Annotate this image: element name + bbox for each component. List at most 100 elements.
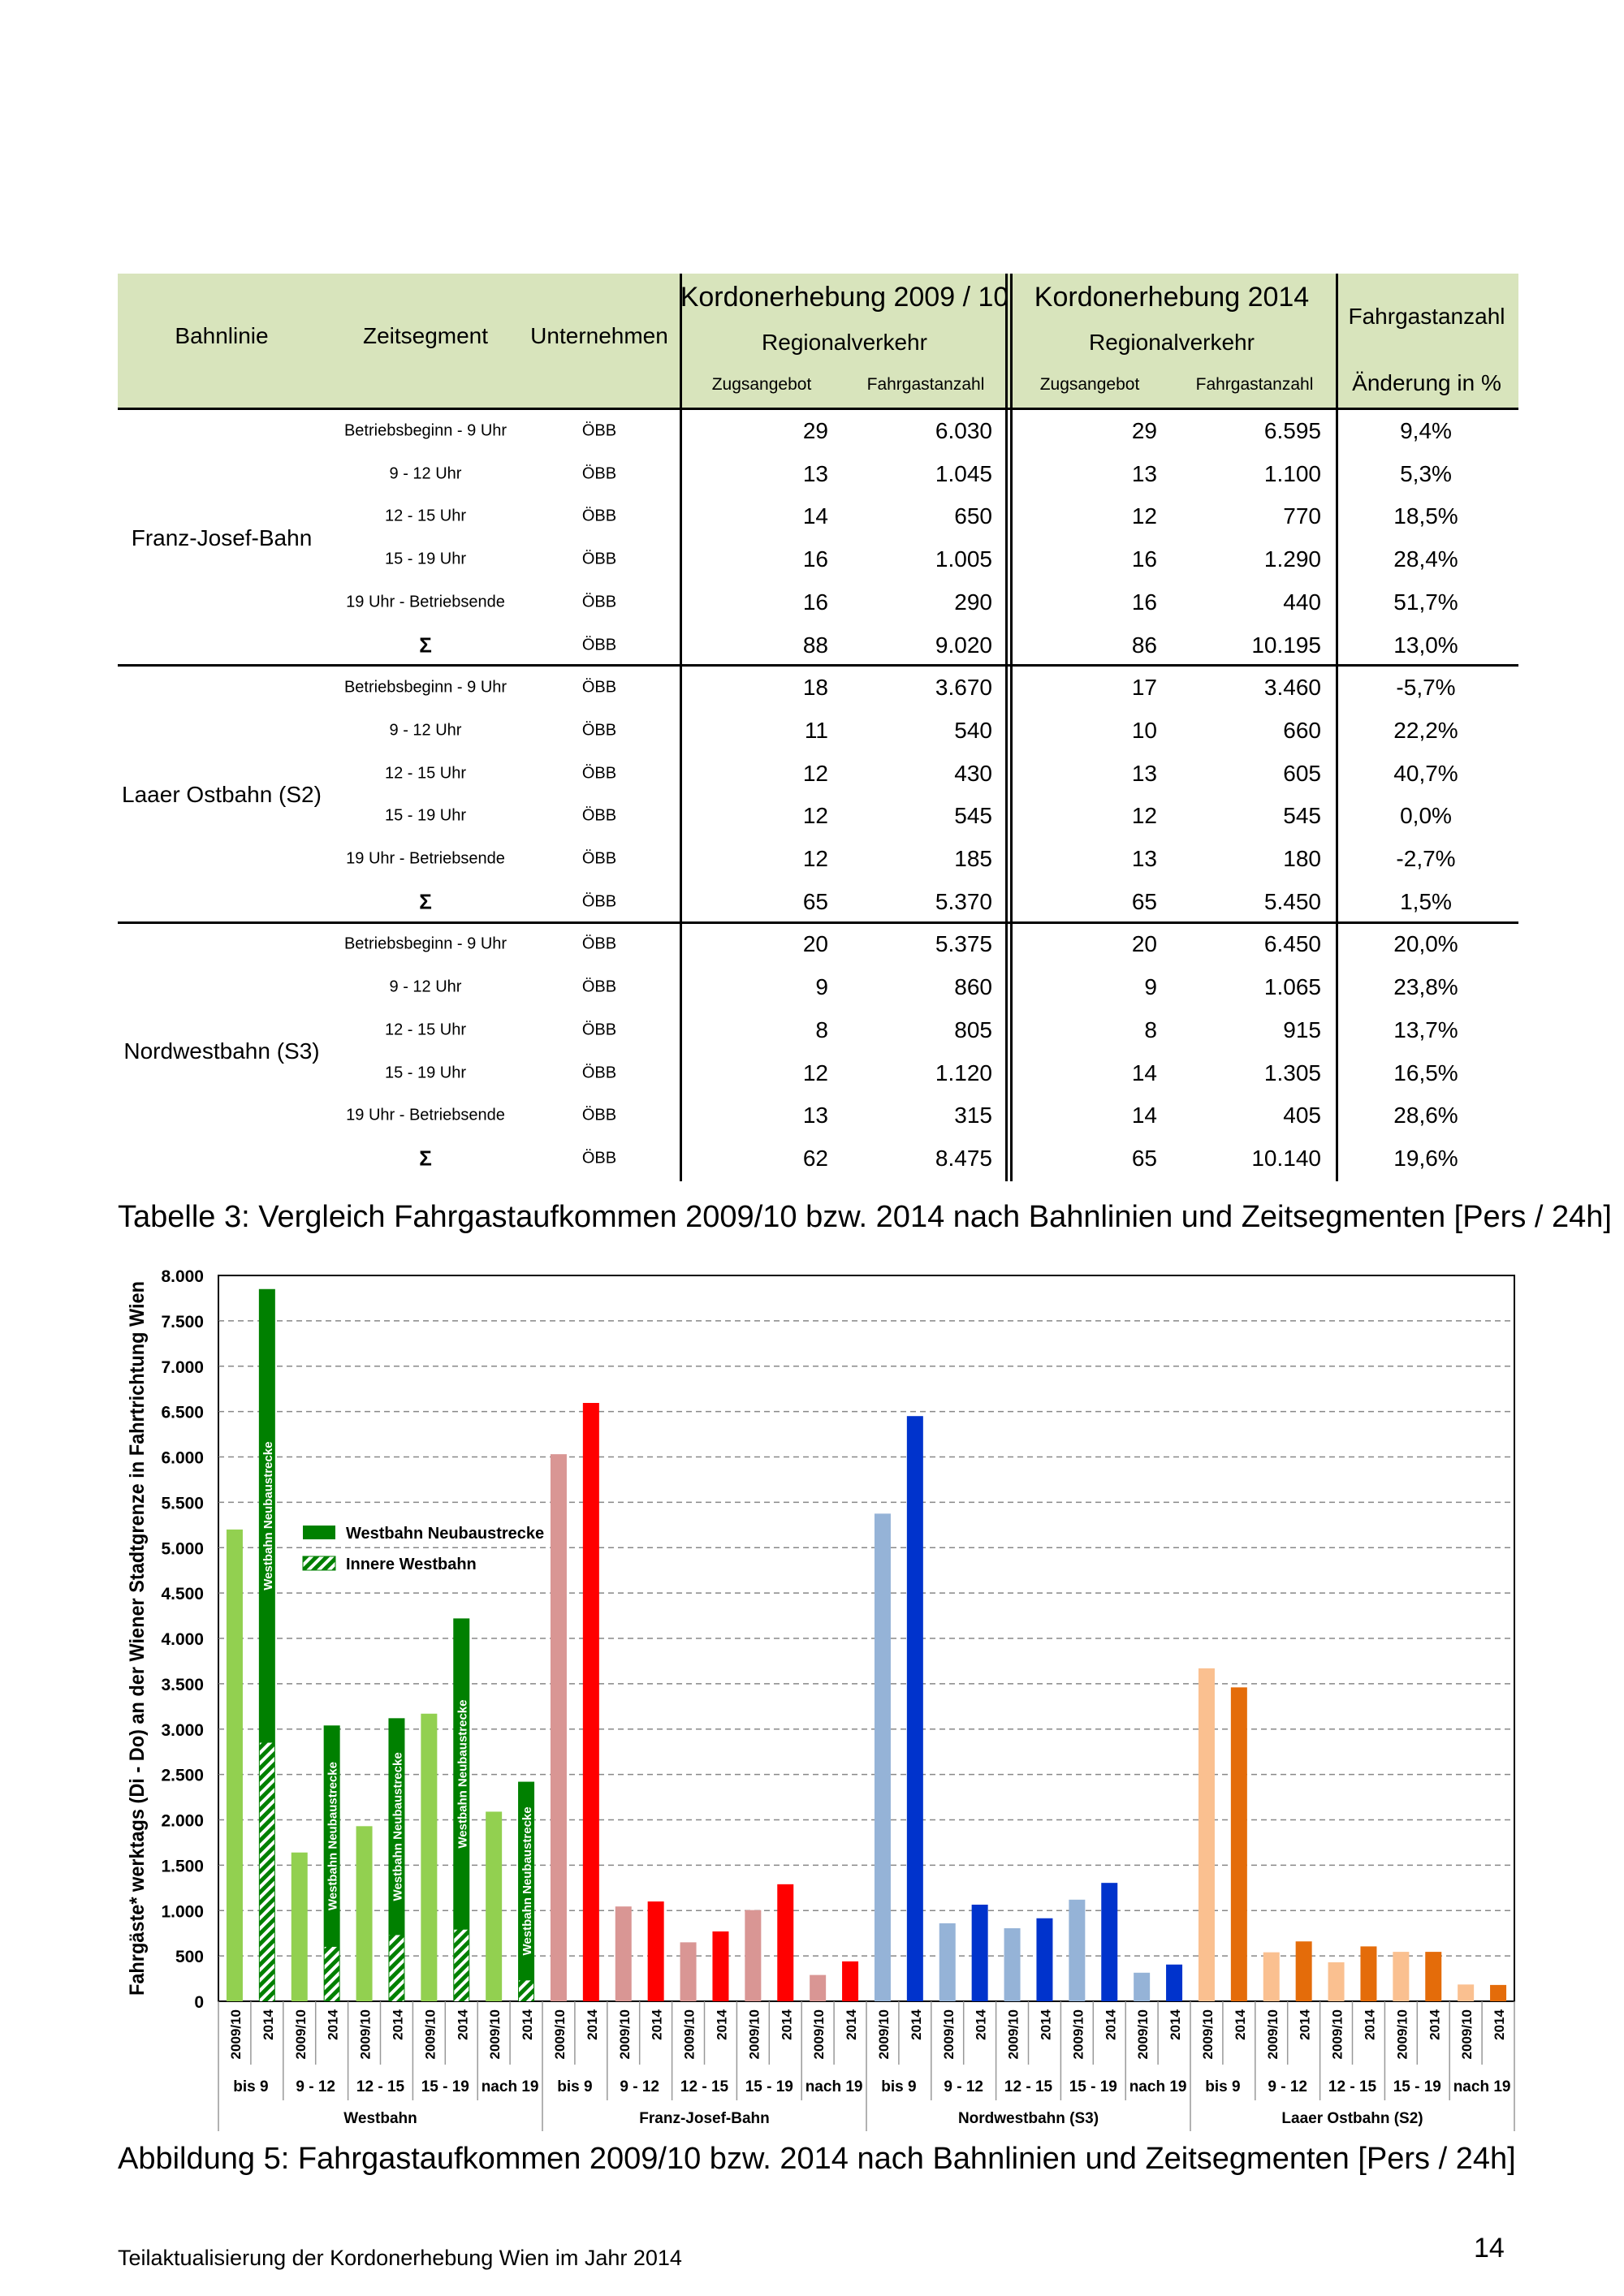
cell-zugsangebot-2009: 13 [802,1103,828,1129]
cell-zeitsegment: 19 Uhr - Betriebsende [346,849,505,868]
x-tick-label-year: 2014 [1038,2009,1053,2039]
x-tick-label-year: 2014 [390,2009,405,2039]
cell-unternehmen: ÖBB [581,678,617,697]
x-tick-label-year: 2009/10 [487,2009,503,2059]
cell-change: 0,0% [1400,803,1452,829]
y-tick-label: 6.000 [161,1449,204,1468]
x-tick-label-year: 2009/10 [1135,2009,1151,2059]
header-fahrgast-2014: Fahrgastanzahl [1195,375,1314,394]
x-segment-label: 9 - 12 [296,2078,335,2095]
x-tick-label-year: 2014 [1427,2009,1442,2039]
cell-fahrgast-2009: 430 [954,760,992,786]
y-tick-label: 2.000 [161,1812,204,1831]
cell-zugsangebot-2009: 8 [815,1016,828,1042]
footer-text: Teilaktualisierung der Kordonerhebung Wi… [118,2246,682,2270]
header-survey-2009: Kordonerhebung 2009 / 10 [680,282,1009,313]
y-tick-label: 5.000 [161,1539,204,1558]
bar-label-neubaustrecke: Westbahn Neubaustrecke [456,1700,469,1849]
y-tick-label: 8.000 [161,1267,204,1286]
bar-2-2-2009/10 [1004,1928,1021,2001]
cell-unternehmen: ÖBB [581,550,617,568]
x-tick-label-year: 2014 [520,2009,535,2039]
cell-change: 20,0% [1393,931,1458,957]
x-segment-label: nach 19 [1453,2078,1511,2095]
bar-1-0-2014 [582,1403,599,2001]
x-segment-label: 12 - 15 [1004,2078,1053,2095]
x-tick-label-year: 2009/10 [1200,2009,1216,2059]
bar-0-1-2014 [323,1725,340,2001]
cell-unternehmen: ÖBB [581,1149,617,1167]
group-divider [118,921,1518,924]
x-segment-label: 9 - 12 [620,2078,659,2095]
bar-3-2-2014 [1360,1946,1377,2001]
bar-innere-westbahn-4 [519,1980,534,2001]
x-tick-label-year: 2014 [844,2009,859,2039]
header-survey-2014: Kordonerhebung 2014 [1034,282,1310,313]
x-tick-label-year: 2014 [974,2009,989,2039]
cell-zugsangebot-2014: 65 [1131,888,1157,914]
cell-unternehmen: ÖBB [581,1064,617,1081]
cell-fahrgast-2014: 6.450 [1263,931,1321,957]
cell-zugsangebot-2009: 88 [802,632,828,658]
bar-1-3-2009/10 [745,1910,762,2001]
cell-zeitsegment: 9 - 12 Uhr [389,464,462,483]
cell-fahrgast-2014: 1.290 [1263,546,1321,572]
bar-3-2-2009/10 [1328,1962,1345,2001]
header-bahnlinie: Bahnlinie [175,323,269,348]
bar-2-4-2014 [1166,1964,1183,2001]
x-tick-label-year: 2014 [326,2009,341,2039]
header-divider [118,408,1518,410]
cell-zugsangebot-2014: 13 [1131,846,1157,871]
header-fahrgast-2009: Fahrgastanzahl [866,375,985,394]
x-segment-label: nach 19 [806,2078,863,2095]
cell-change: 40,7% [1393,760,1458,786]
cell-zugsangebot-2009: 12 [802,1060,828,1085]
x-tick-label-year: 2014 [261,2009,276,2039]
cell-fahrgast-2009: 185 [954,846,992,871]
x-tick-label-year: 2014 [1233,2009,1248,2039]
cell-zugsangebot-2009: 29 [802,418,828,443]
legend-label-innere-westbahn: Innere Westbahn [346,1556,477,1573]
cell-fahrgast-2009: 315 [954,1103,992,1129]
bar-3-0-2009/10 [1198,1668,1215,2001]
bar-innere-westbahn-2 [389,1935,404,2001]
x-segment-label: 12 - 15 [1328,2078,1377,2095]
cell-change: 22,2% [1393,717,1458,743]
group-label: Nordwestbahn (S3) [123,1038,320,1064]
table-caption: Tabelle 3: Vergleich Fahrgastaufkommen 2… [118,1200,1612,1234]
x-tick-label-year: 2009/10 [746,2009,762,2059]
page-number: 14 [1474,2233,1505,2264]
cell-fahrgast-2009: 3.670 [935,675,992,701]
cell-fahrgast-2014: 440 [1283,589,1321,615]
cell-zugsangebot-2009: 13 [802,460,828,486]
x-tick-label-year: 2014 [1103,2009,1118,2039]
cell-zugsangebot-2009: 14 [802,503,828,529]
cell-zugsangebot-2014: 13 [1131,760,1157,786]
header-zeitsegment: Zeitsegment [362,323,489,348]
y-tick-label: 1.000 [161,1902,204,1921]
cell-fahrgast-2014: 1.065 [1263,974,1321,1000]
cell-change: 13,0% [1393,632,1458,658]
header-change-bottom: Änderung in % [1352,370,1501,395]
cell-fahrgast-2009: 290 [954,589,992,615]
cell-unternehmen: ÖBB [581,464,617,483]
bar-2-1-2014 [971,1904,988,2001]
cell-zeitsegment: Betriebsbeginn - 9 Uhr [343,934,508,953]
cell-zeitsegment: 19 Uhr - Betriebsende [346,593,505,611]
cell-fahrgast-2014: 605 [1283,760,1321,786]
cell-fahrgast-2014: 10.195 [1251,632,1321,658]
chart-legend: Westbahn Neubaustrecke Innere Westbahn [302,1525,544,1573]
legend-swatch-neubaustrecke [303,1526,335,1539]
header-zugsangebot-2014: Zugsangebot [1039,375,1140,394]
bar-1-4-2009/10 [810,1974,827,2001]
x-segment-label: bis 9 [233,2078,268,2095]
cell-zeitsegment: 15 - 19 Uhr [384,1064,467,1081]
cell-zugsangebot-2014: 13 [1131,460,1157,486]
cell-zugsangebot-2014: 12 [1131,503,1157,529]
bar-2-1-2009/10 [939,1923,956,2001]
x-tick-label-year: 2009/10 [1459,2009,1475,2059]
x-tick-label-year: 2009/10 [228,2009,244,2059]
bar-label-neubaustrecke: Westbahn Neubaustrecke [261,1442,275,1590]
x-segment-label: bis 9 [881,2078,916,2095]
x-group-label: Nordwestbahn (S3) [958,2110,1099,2127]
